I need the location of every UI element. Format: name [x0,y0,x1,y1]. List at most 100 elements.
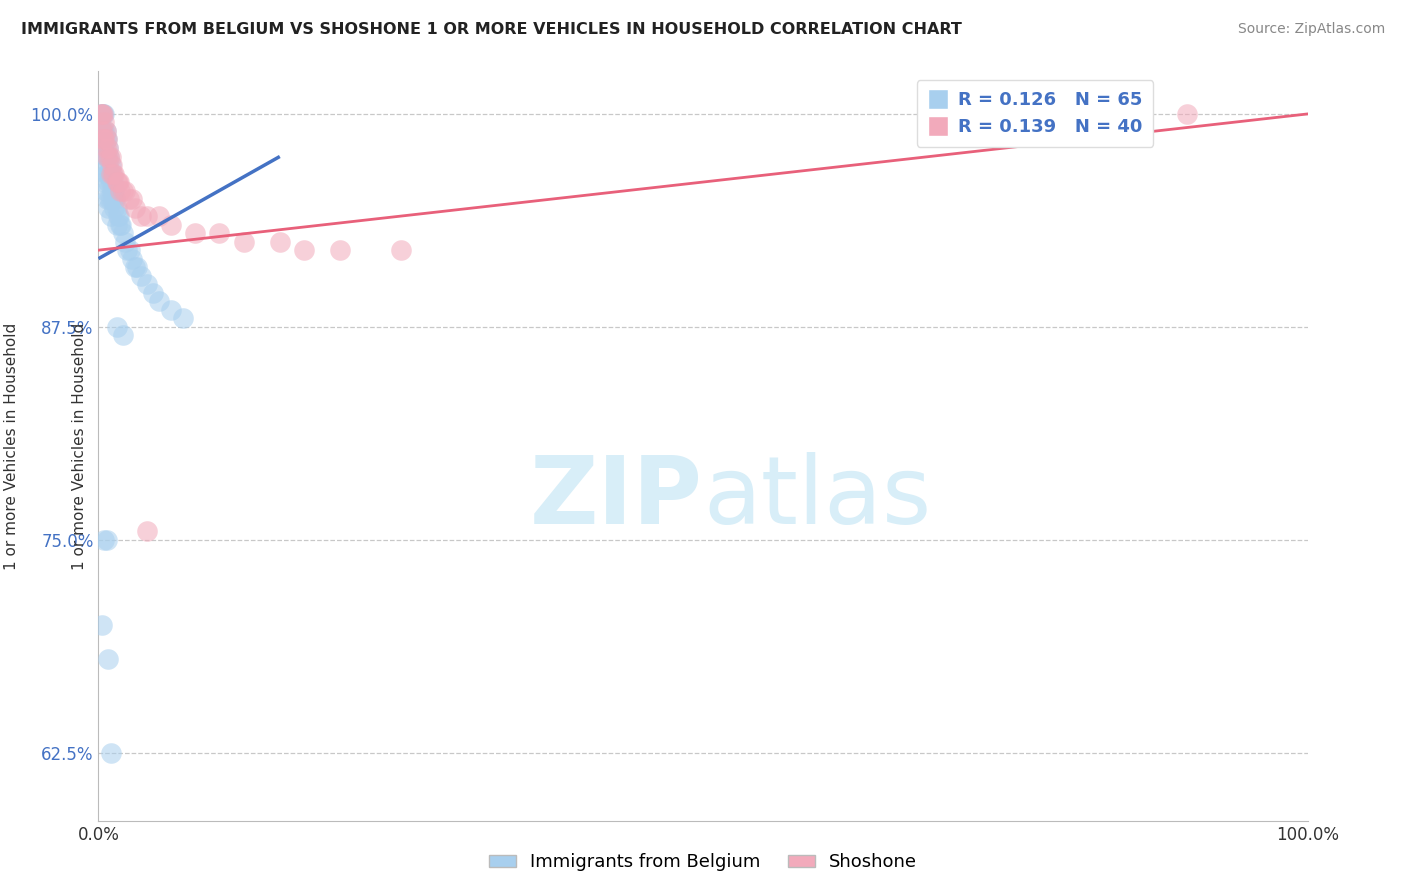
Point [94,141,117,155]
Point [1175,107,1198,121]
Point [114,235,136,249]
Point [97,141,120,155]
Point [97,158,120,172]
Point [91,124,114,138]
Point [91,141,114,155]
Y-axis label: 1 or more Vehicles in Household: 1 or more Vehicles in Household [72,322,87,570]
Point [96,149,118,163]
Point [96,167,118,181]
Point [232,235,254,249]
Point [100,167,122,181]
Point [93,175,115,189]
Point [93,141,115,155]
Point [94,124,117,138]
Point [91,107,114,121]
Point [135,277,157,292]
Point [98,167,121,181]
Point [107,209,129,223]
Point [93,124,115,138]
Point [94,132,117,146]
Point [208,226,231,240]
Point [91,107,114,121]
Point [292,243,315,257]
Point [100,192,122,206]
Point [184,226,207,240]
Point [94,124,117,138]
Text: ZIP: ZIP [530,452,703,544]
Point [96,533,118,547]
Point [111,328,134,343]
Point [117,243,139,257]
Point [118,243,141,257]
Point [269,235,291,249]
Point [389,243,412,257]
Point [94,149,117,163]
Point [97,652,120,666]
Point [114,184,136,198]
Point [101,167,124,181]
Point [108,209,131,223]
Point [101,175,124,189]
Y-axis label: 1 or more Vehicles in Household: 1 or more Vehicles in Household [4,322,20,570]
Point [111,226,134,240]
Point [111,184,134,198]
Point [104,192,127,206]
Point [96,192,118,206]
Point [110,218,132,232]
Point [160,302,183,317]
Point [148,294,170,309]
Legend: Immigrants from Belgium, Shoshone: Immigrants from Belgium, Shoshone [481,847,925,879]
Text: Source: ZipAtlas.com: Source: ZipAtlas.com [1237,22,1385,37]
Point [105,201,128,215]
Point [142,285,165,300]
Point [103,201,125,215]
Point [108,175,131,189]
Point [103,184,125,198]
Point [93,132,115,146]
Point [91,107,114,121]
Point [105,218,128,232]
Point [129,209,152,223]
Point [172,311,194,326]
Point [108,184,131,198]
Point [100,158,122,172]
Point [100,184,122,198]
Point [105,319,128,334]
Point [121,252,143,266]
Point [90,107,112,121]
Text: IMMIGRANTS FROM BELGIUM VS SHOSHONE 1 OR MORE VEHICLES IN HOUSEHOLD CORRELATION : IMMIGRANTS FROM BELGIUM VS SHOSHONE 1 OR… [21,22,962,37]
Point [129,268,152,283]
Point [93,115,115,129]
Point [90,124,112,138]
Point [100,209,122,223]
Point [96,132,118,146]
Legend: R = 0.126   N = 65, R = 0.139   N = 40: R = 0.126 N = 65, R = 0.139 N = 40 [917,80,1153,147]
Point [107,175,129,189]
Point [135,524,157,538]
Point [98,149,121,163]
Point [329,243,352,257]
Point [148,209,170,223]
Point [94,184,117,198]
Point [124,201,146,215]
Point [135,209,157,223]
Point [93,533,115,547]
Point [91,124,114,138]
Point [118,192,141,206]
Point [100,175,122,189]
Point [90,107,112,121]
Point [100,167,122,181]
Point [127,260,149,275]
Point [103,167,125,181]
Text: atlas: atlas [703,452,931,544]
Point [100,149,122,163]
Point [91,617,114,632]
Point [96,132,118,146]
Point [97,201,120,215]
Point [94,167,117,181]
Point [97,175,120,189]
Point [91,158,114,172]
Point [98,149,121,163]
Point [121,192,143,206]
Point [96,149,118,163]
